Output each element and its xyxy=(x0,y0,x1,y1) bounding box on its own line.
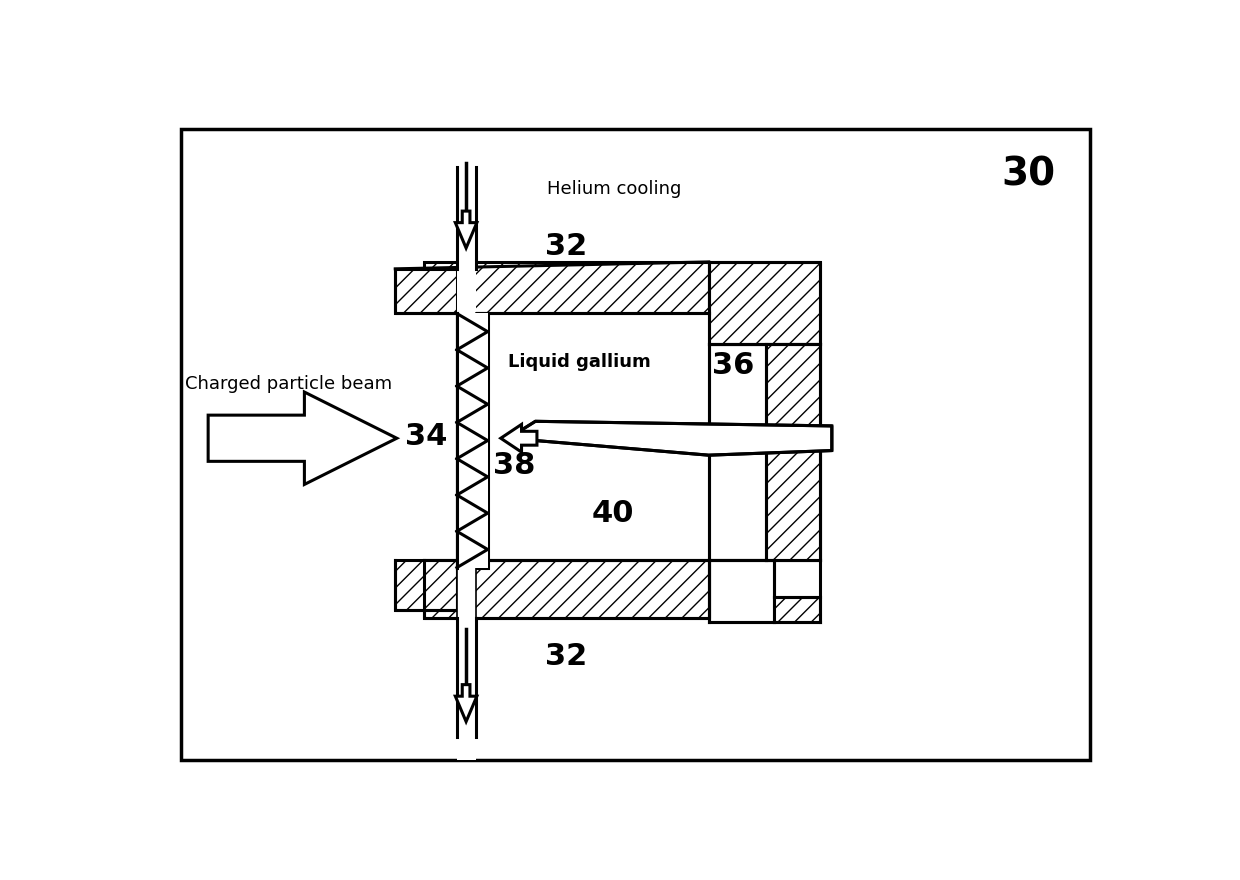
Bar xyxy=(766,344,821,560)
Text: 34: 34 xyxy=(405,422,448,451)
Text: 40: 40 xyxy=(591,499,634,528)
Text: 32: 32 xyxy=(546,642,588,671)
Text: Helium cooling: Helium cooling xyxy=(547,180,681,198)
Polygon shape xyxy=(455,211,477,248)
Bar xyxy=(708,262,821,344)
Bar xyxy=(774,597,821,621)
Bar xyxy=(396,269,456,313)
Bar xyxy=(456,313,708,560)
Bar xyxy=(424,560,708,618)
Polygon shape xyxy=(455,685,477,722)
Polygon shape xyxy=(508,422,832,455)
Bar xyxy=(424,262,708,313)
Text: Liquid gallium: Liquid gallium xyxy=(508,353,651,371)
Text: Charged particle beam: Charged particle beam xyxy=(186,376,393,393)
Bar xyxy=(708,344,821,560)
Polygon shape xyxy=(501,424,537,452)
Bar xyxy=(456,167,476,760)
Bar xyxy=(456,313,487,568)
Text: 38: 38 xyxy=(494,451,536,480)
Text: 30: 30 xyxy=(1001,156,1055,194)
Bar xyxy=(708,560,774,621)
Text: 36: 36 xyxy=(713,351,755,380)
Bar xyxy=(456,313,487,568)
Text: 32: 32 xyxy=(546,232,588,261)
Polygon shape xyxy=(208,392,397,484)
Bar xyxy=(396,560,456,610)
